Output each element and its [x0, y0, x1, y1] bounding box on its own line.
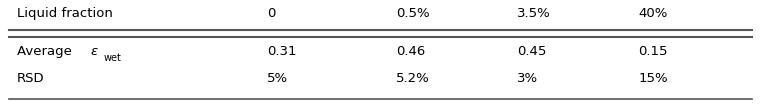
Text: 0.31: 0.31 [267, 45, 296, 58]
Text: 0.45: 0.45 [517, 45, 546, 58]
Text: 15%: 15% [638, 72, 668, 85]
Text: 3%: 3% [517, 72, 538, 85]
Text: 40%: 40% [638, 7, 667, 20]
Text: 5%: 5% [267, 72, 288, 85]
Text: Average: Average [17, 45, 75, 58]
Text: 0.46: 0.46 [396, 45, 425, 58]
Text: 0: 0 [267, 7, 275, 20]
Text: 3.5%: 3.5% [517, 7, 551, 20]
Text: $\varepsilon$: $\varepsilon$ [90, 45, 99, 58]
Text: wet: wet [103, 53, 122, 63]
Text: 5.2%: 5.2% [396, 72, 429, 85]
Text: 0.15: 0.15 [638, 45, 668, 58]
Text: 0.5%: 0.5% [396, 7, 429, 20]
Text: Liquid fraction: Liquid fraction [17, 7, 113, 20]
Text: RSD: RSD [17, 72, 44, 85]
